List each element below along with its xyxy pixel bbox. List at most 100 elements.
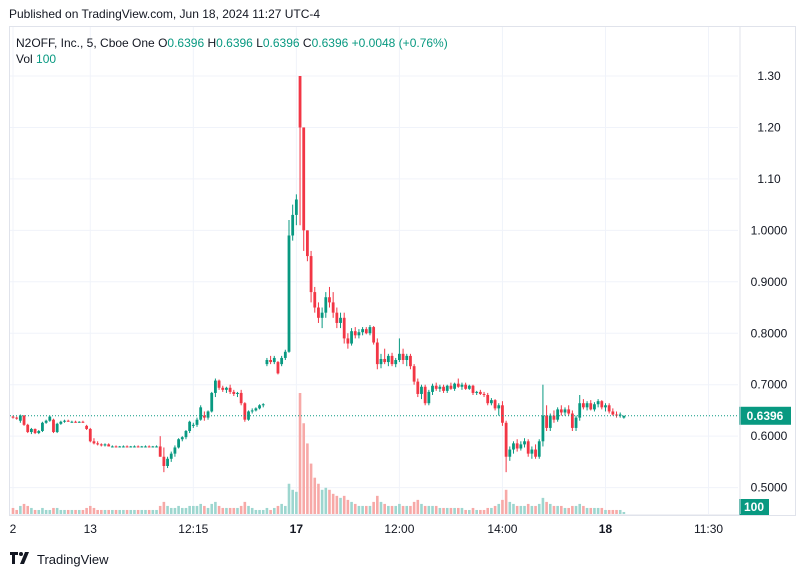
candle-body xyxy=(114,446,118,448)
footer-brand[interactable]: TradingView xyxy=(10,552,109,567)
volume-bar xyxy=(295,491,298,514)
candle-body xyxy=(11,416,15,418)
volume-bar xyxy=(368,505,372,514)
candle-body xyxy=(497,405,501,409)
volume-bar xyxy=(247,505,250,514)
volume-bar xyxy=(214,501,217,514)
volume-bar xyxy=(552,505,556,514)
x-tick-label: 11:30 xyxy=(694,522,723,536)
candle-body xyxy=(456,383,460,387)
candle-body xyxy=(320,312,324,318)
volume-bar xyxy=(353,503,357,514)
volume-bar xyxy=(331,493,335,514)
candle-body xyxy=(390,355,394,365)
y-tick-label: 0.9000 xyxy=(751,275,788,289)
candle-body xyxy=(512,443,515,450)
volume-bar xyxy=(445,507,449,514)
volume-bar xyxy=(203,505,206,514)
volume-bar xyxy=(180,507,184,514)
candle-body xyxy=(283,351,287,358)
volume-bar xyxy=(618,509,622,514)
volume-bar xyxy=(589,507,593,514)
candle-body xyxy=(567,409,571,414)
volume-bar xyxy=(125,509,129,514)
grid-lines xyxy=(10,27,738,514)
candle-body xyxy=(504,422,508,457)
candle-body xyxy=(593,404,596,410)
candle-body xyxy=(552,415,556,420)
candle-body xyxy=(214,380,217,393)
volume-bar xyxy=(607,509,611,514)
volume-bar xyxy=(107,509,110,514)
candle-body xyxy=(313,292,317,308)
volume-bar xyxy=(423,505,427,514)
volume-bar xyxy=(158,505,162,514)
volume-bar xyxy=(92,507,96,514)
candle-body xyxy=(250,410,254,412)
candle-body xyxy=(276,362,280,374)
candle-body xyxy=(578,403,582,418)
candle-body xyxy=(622,415,626,418)
volume-bar xyxy=(434,505,438,514)
volume-bars xyxy=(11,393,626,514)
y-tick-label: 0.5000 xyxy=(751,481,788,495)
candle-body xyxy=(368,327,372,334)
volume-bar xyxy=(33,509,37,514)
candle-body xyxy=(412,366,416,382)
candle-body xyxy=(364,329,368,334)
volume-bar xyxy=(431,505,434,514)
volume-bar xyxy=(228,507,232,514)
candle-body xyxy=(225,387,228,390)
volume-bar xyxy=(515,505,519,514)
open-value: 0.6396 xyxy=(167,36,205,50)
volume-bar xyxy=(55,507,59,514)
volume-bar xyxy=(298,393,302,514)
published-caption: Published on TradingView.com, Jun 18, 20… xyxy=(9,7,321,21)
volume-bar xyxy=(582,505,585,514)
volume-bar xyxy=(541,497,545,514)
volume-bar xyxy=(243,501,247,514)
volume-bar xyxy=(456,507,460,514)
candle-body xyxy=(30,428,33,433)
candle-body xyxy=(70,421,74,423)
volume-bar xyxy=(166,505,169,514)
volume-bar xyxy=(416,499,420,514)
volume-bar xyxy=(420,503,423,514)
candle-body xyxy=(309,256,313,293)
candle-body xyxy=(471,385,475,393)
volume-bar xyxy=(512,503,515,514)
volume-bar xyxy=(122,509,125,514)
volume-bar xyxy=(210,503,214,514)
volume-bar xyxy=(545,501,548,514)
candle-body xyxy=(33,428,37,434)
candle-body xyxy=(475,391,479,393)
high-value: 0.6396 xyxy=(216,36,253,50)
candle-body xyxy=(618,414,622,416)
candle-body xyxy=(423,386,427,404)
candle-body xyxy=(232,391,236,394)
candle-body xyxy=(280,357,284,365)
volume-bar xyxy=(81,509,85,514)
candle-body xyxy=(324,297,328,313)
volume-bar xyxy=(136,509,140,514)
candle-body xyxy=(501,405,504,423)
candle-body xyxy=(217,380,221,388)
volume-bar xyxy=(306,443,309,514)
candle-body xyxy=(526,441,530,454)
candle-body xyxy=(478,391,482,394)
volume-bar xyxy=(133,509,136,514)
candle-body xyxy=(48,416,52,421)
volume-bar xyxy=(129,509,133,514)
candle-body xyxy=(41,422,44,432)
volume-bar xyxy=(460,507,464,514)
x-tick-label: 17 xyxy=(290,522,304,536)
candle-body xyxy=(22,415,26,425)
x-tick-label: 12:15 xyxy=(178,522,208,536)
volume-bar xyxy=(63,509,66,514)
candle-body xyxy=(490,400,493,404)
volume-bar xyxy=(328,489,331,514)
price-label-bg xyxy=(739,406,791,425)
candle-body xyxy=(519,444,523,449)
candle-body xyxy=(147,446,151,448)
